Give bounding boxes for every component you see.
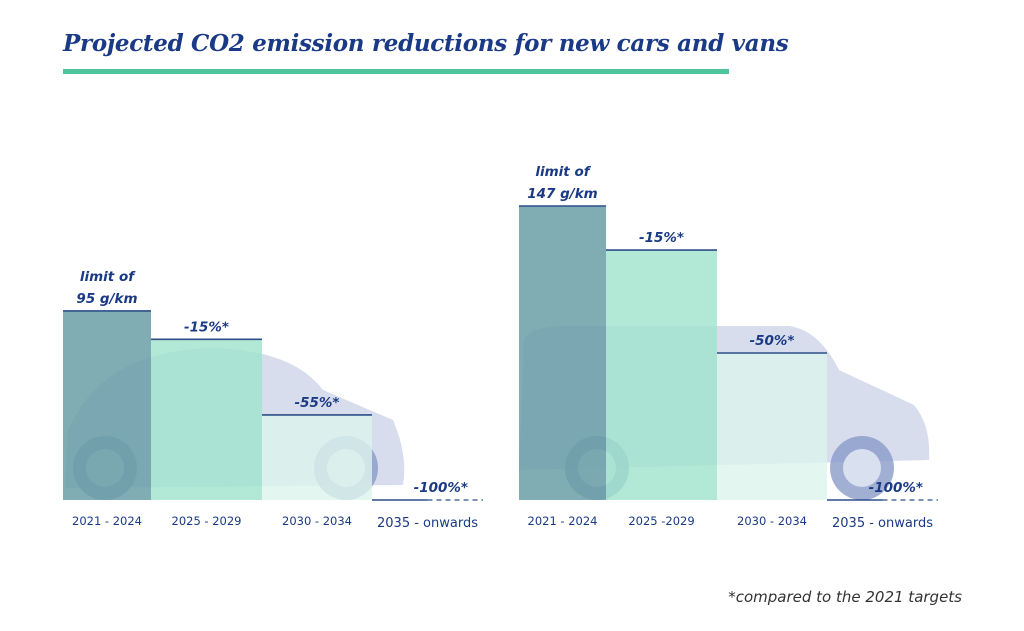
- value-label: -100%*: [869, 480, 923, 496]
- category-label: 2030 - 2034: [282, 514, 352, 528]
- footnote: *compared to the 2021 targets: [728, 588, 962, 606]
- bar-1: [519, 206, 606, 500]
- chart-title: Projected CO2 emission reductions for ne…: [63, 30, 789, 57]
- category-label: 2035 - onwards: [832, 516, 933, 531]
- category-label: 2025 -2029: [628, 514, 694, 528]
- category-label: 2021 - 2024: [72, 514, 142, 528]
- value-label: 147 g/km: [527, 186, 598, 202]
- value-label: limit of: [535, 164, 591, 180]
- bar-3: [717, 353, 827, 500]
- bar-2: [606, 250, 717, 500]
- value-label: -15%*: [639, 230, 684, 246]
- value-label: -50%*: [750, 333, 795, 349]
- bar-1: [63, 310, 151, 500]
- category-label: 2021 - 2024: [528, 514, 598, 528]
- bar-3: [262, 414, 372, 500]
- bar-2: [151, 339, 262, 500]
- value-label: limit of: [80, 269, 136, 285]
- category-label: 2030 - 2034: [737, 514, 807, 528]
- category-label: 2025 - 2029: [172, 514, 242, 528]
- value-label: -55%*: [295, 395, 340, 411]
- value-label: 95 g/km: [76, 291, 137, 307]
- value-label: -15%*: [184, 319, 229, 335]
- wheel-hub-icon: [843, 449, 881, 487]
- category-label: 2035 - onwards: [377, 516, 478, 531]
- title-underline: [63, 69, 729, 74]
- value-label: -100%*: [414, 480, 468, 496]
